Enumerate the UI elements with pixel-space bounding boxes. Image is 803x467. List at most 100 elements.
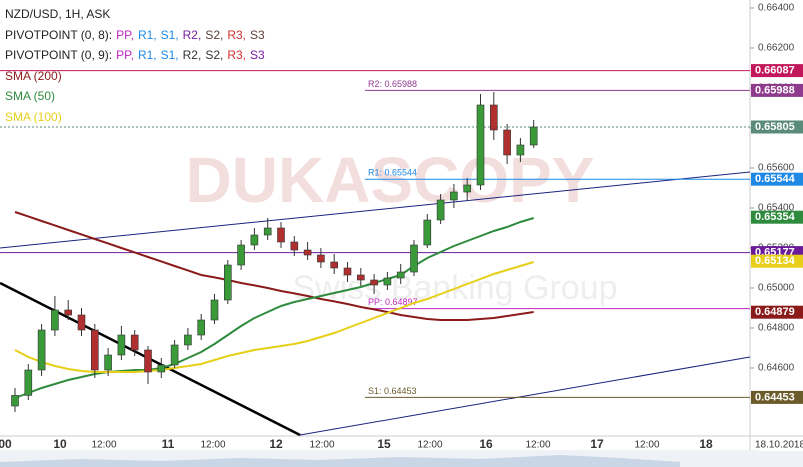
- candle-body: [117, 334, 126, 356]
- candle-body: [64, 309, 72, 316]
- candle-body: [237, 244, 245, 266]
- x-tick-label: 12: [269, 437, 283, 451]
- price-label: 0.65988: [755, 84, 795, 96]
- price-label: 0.64453: [755, 391, 795, 403]
- legend-entry: SMA (100): [5, 109, 62, 124]
- trend-line: [299, 356, 751, 436]
- x-tick-label: 12:00: [91, 440, 116, 451]
- legend-prefix: PIVOTPOINT (0, 9):: [5, 48, 113, 62]
- candle-body: [197, 319, 205, 336]
- y-tick-label: 0.64800: [758, 323, 795, 334]
- candle-body: [51, 309, 59, 331]
- candle-body: [210, 299, 219, 321]
- candle-body: [104, 354, 112, 371]
- candle-body: [37, 329, 46, 371]
- y-tick-label: 0.66200: [758, 43, 795, 54]
- x-tick-label: 12:00: [634, 440, 659, 451]
- legend-item: R3,: [227, 48, 247, 62]
- sma-line: [14, 211, 534, 321]
- x-tick-label: 15: [377, 437, 391, 451]
- candle-body: [184, 334, 192, 346]
- date-box: [758, 438, 803, 451]
- x-tick-label: 12:00: [200, 440, 225, 451]
- legend-title: NZD/USD, 1H, ASK: [5, 7, 111, 21]
- x-tick-label: 00: [0, 437, 12, 451]
- x-tick-label: 12:00: [417, 440, 442, 451]
- price-label-box: [751, 64, 803, 78]
- price-label-box: [751, 83, 803, 97]
- legend-prefix: PIVOTPOINT (0, 8):: [5, 27, 113, 42]
- candle-body: [450, 191, 458, 201]
- price-label: 0.65354: [755, 211, 796, 223]
- price-label-box: [751, 120, 803, 134]
- price-label: 0.65805: [755, 121, 795, 133]
- price-label-box: [751, 172, 803, 186]
- legend-item: R1,: [137, 48, 157, 62]
- legend-item: S2,: [205, 48, 224, 62]
- pivot-label: R1: 0.65544: [368, 168, 417, 178]
- candle-body: [503, 129, 511, 156]
- candle-body: [529, 126, 538, 146]
- candle-body: [91, 329, 99, 371]
- y-tick-label: 0.66400: [758, 3, 795, 14]
- price-label-box: [751, 210, 803, 224]
- price-label: 0.65134: [755, 255, 796, 267]
- x-tick-label: 18: [699, 437, 713, 451]
- legend-item: S1,: [160, 48, 179, 62]
- candle-body: [317, 254, 325, 263]
- candle-body: [330, 261, 339, 269]
- x-tick-label: 16: [479, 437, 493, 451]
- trend-line: [0, 171, 751, 249]
- candle-body: [290, 241, 299, 251]
- price-label: 0.66087: [755, 65, 795, 77]
- price-label-box: [751, 254, 803, 268]
- price-label: 0.65544: [755, 173, 796, 185]
- x-tick-label: 10: [53, 437, 67, 451]
- legend-item: R3,: [227, 27, 247, 42]
- legend-row: PIVOTPOINT (0, 9): PP, R1, S1, R2, S2, R3, S3: [5, 45, 269, 66]
- candle-body: [170, 344, 179, 366]
- candle-body: [277, 227, 285, 243]
- candle-body: [436, 199, 445, 221]
- candle-body: [250, 234, 259, 246]
- candle-body: [130, 334, 139, 351]
- y-tick-label: 0.65000: [758, 283, 795, 294]
- candle-body: [24, 369, 33, 396]
- x-tick-label: 11: [162, 437, 175, 451]
- candle-body: [303, 249, 312, 256]
- legend: NZD/USD, 1H, ASK PIVOTPOINT (0, 8): PP, R1…: [5, 4, 269, 127]
- sma-line: [14, 261, 534, 373]
- candle-body: [383, 277, 392, 286]
- x-tick-label: 12:00: [309, 440, 334, 451]
- x-tick-label: 17: [590, 437, 604, 451]
- candle-body: [77, 314, 86, 331]
- candle-body: [356, 274, 365, 281]
- y-tick-label: 0.65400: [758, 203, 795, 214]
- candle-body: [11, 395, 19, 407]
- navigator-area: [0, 455, 680, 467]
- candle-body: [263, 227, 272, 236]
- legend-item: R2,: [182, 27, 202, 42]
- pivot-label: S1: 0.64453: [368, 386, 417, 396]
- legend-item: S3: [250, 27, 265, 42]
- price-label: 0.64879: [755, 306, 795, 318]
- candle-body: [516, 144, 525, 156]
- legend-item: R2,: [182, 48, 202, 62]
- candle-body: [396, 271, 405, 279]
- date-label: 18.10.2018: [755, 440, 803, 451]
- legend-item: R1,: [137, 27, 157, 42]
- candle-body: [343, 267, 352, 276]
- price-label-box: [751, 390, 803, 404]
- candle-body: [489, 104, 498, 131]
- candle-body: [476, 104, 485, 186]
- y-tick-label: 0.64600: [758, 363, 795, 374]
- price-label-box: [751, 305, 803, 319]
- candle-body: [423, 219, 432, 246]
- legend-entry: SMA (50): [5, 89, 56, 103]
- plot-area: [0, 0, 750, 436]
- candle-body: [224, 264, 232, 301]
- legend-item: S2,: [205, 27, 224, 42]
- legend-item: S1,: [160, 27, 179, 42]
